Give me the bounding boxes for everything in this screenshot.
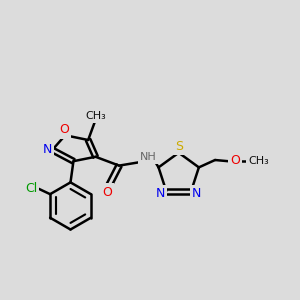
Text: NH: NH bbox=[140, 152, 157, 162]
Text: N: N bbox=[156, 187, 165, 200]
Text: O: O bbox=[102, 186, 112, 199]
Text: CH₃: CH₃ bbox=[248, 157, 269, 166]
Text: O: O bbox=[230, 154, 240, 166]
Text: O: O bbox=[59, 124, 69, 136]
Text: Cl: Cl bbox=[25, 182, 37, 195]
Text: CH₃: CH₃ bbox=[86, 111, 106, 121]
Text: N: N bbox=[42, 143, 52, 157]
Text: N: N bbox=[192, 187, 201, 200]
Text: S: S bbox=[175, 140, 183, 153]
